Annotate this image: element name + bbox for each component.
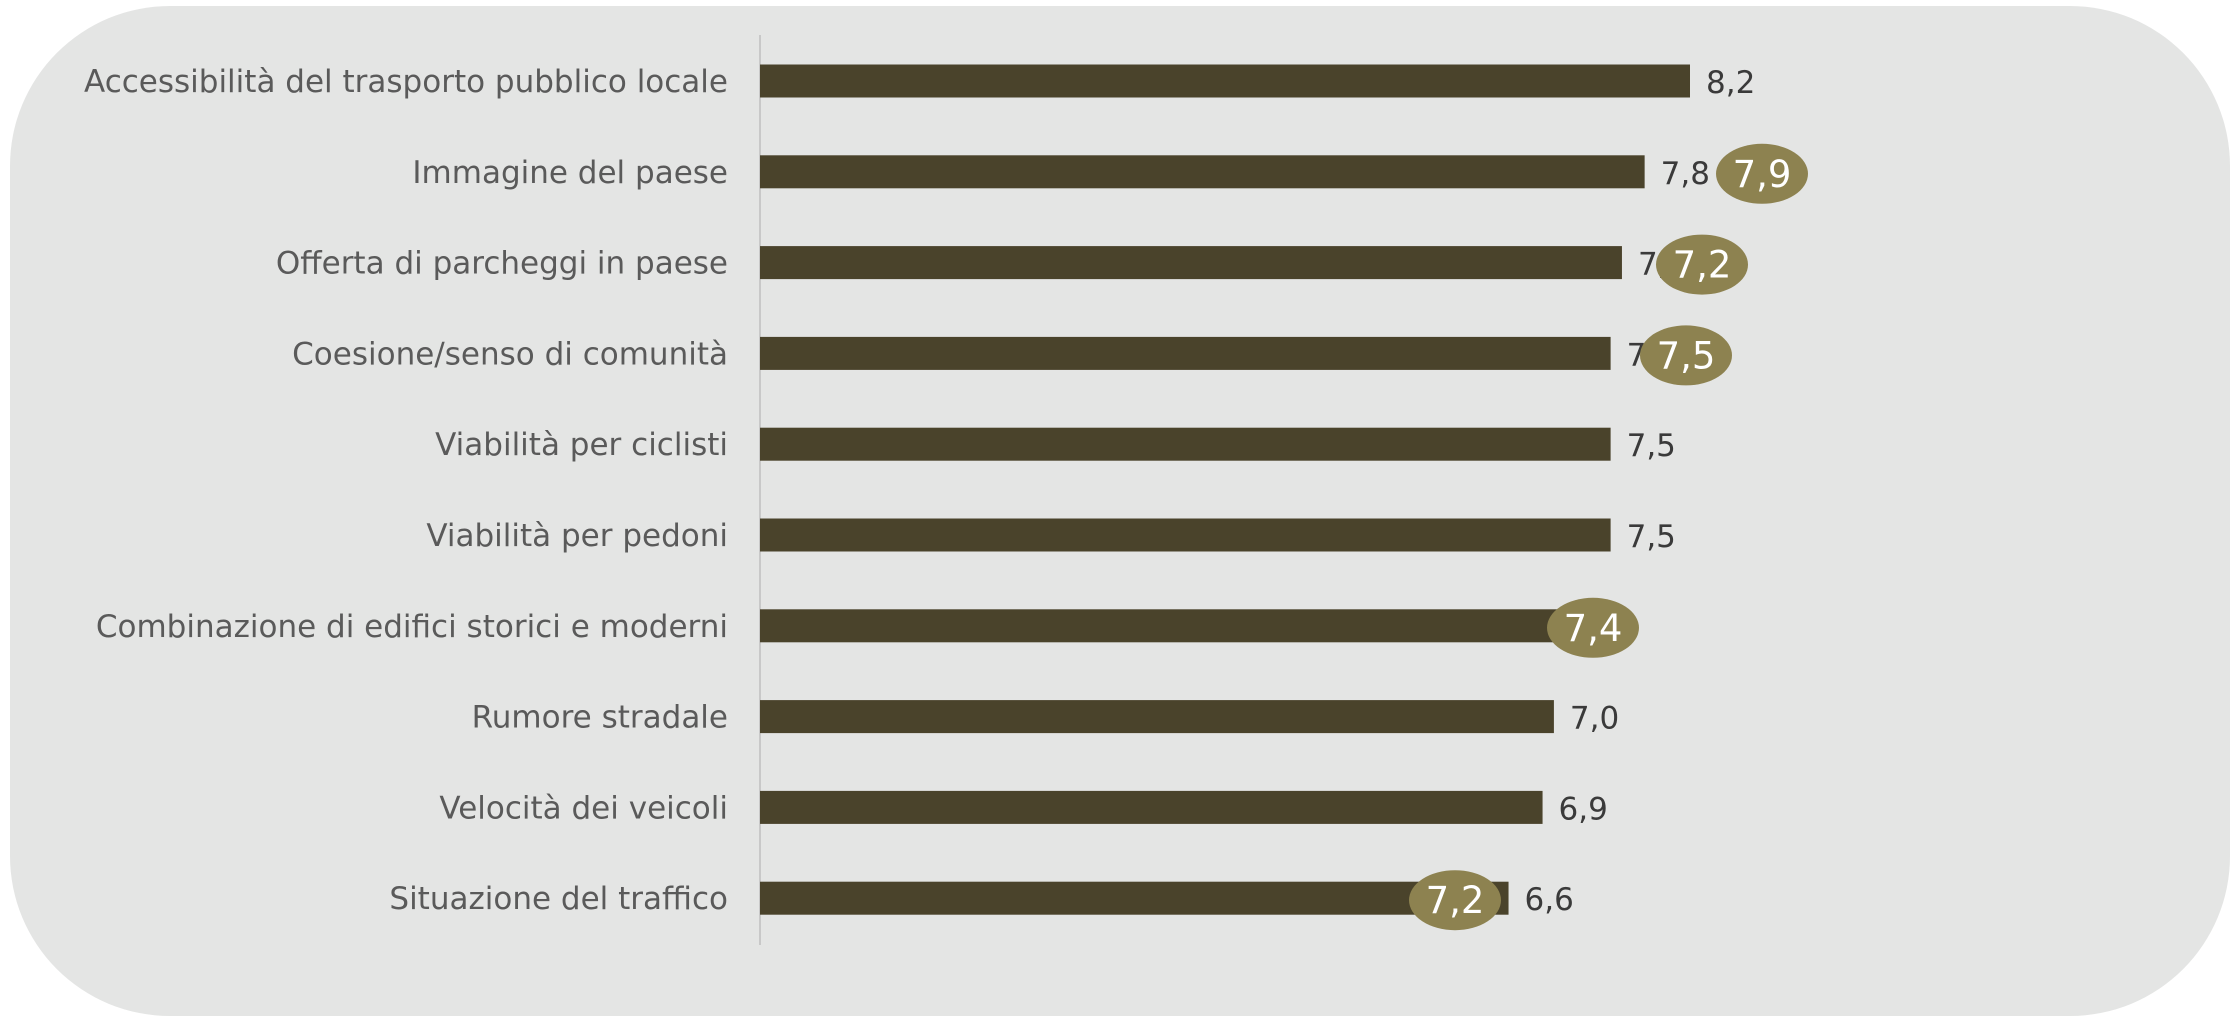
comparison-value-label: 7,2 [1673, 244, 1732, 287]
comparison-value-label: 7,5 [1657, 334, 1716, 377]
bar [760, 609, 1566, 643]
value-label: 6,9 [1559, 791, 1608, 827]
comparison-bubble [1656, 234, 1748, 295]
comparison-bubble [1716, 143, 1808, 204]
bar [760, 518, 1611, 552]
comparison-bubble [1640, 325, 1732, 386]
category-label: Immagine del paese [412, 155, 728, 191]
value-label: 7,0 [1570, 701, 1619, 737]
bar-chart: Accessibilità del trasporto pubblico loc… [84, 35, 1808, 945]
comparison-value-label: 7,2 [1426, 879, 1485, 922]
comparison-value-label: 7,4 [1564, 607, 1623, 650]
category-label: Viabilità per ciclisti [435, 427, 728, 463]
category-label: Situazione del traffico [389, 881, 728, 917]
bar [760, 427, 1611, 461]
value-label: 6,6 [1525, 882, 1574, 918]
value-label: 7,8 [1661, 156, 1710, 192]
value-label: 7,5 [1627, 428, 1676, 464]
bar [760, 700, 1554, 734]
bar [760, 881, 1509, 915]
category-label: Viabilità per pedoni [426, 518, 728, 554]
value-label: 8,2 [1706, 65, 1755, 101]
bar [760, 64, 1690, 98]
comparison-value-label: 7,9 [1733, 153, 1792, 196]
category-label: Coesione/senso di comunità [292, 336, 728, 372]
bar [760, 246, 1622, 280]
category-label: Combinazione di edifici storici e modern… [96, 609, 728, 645]
category-label: Accessibilità del trasporto pubblico loc… [84, 64, 728, 100]
bar [760, 336, 1611, 370]
category-label: Offerta di parcheggi in paese [276, 246, 728, 282]
bar [760, 155, 1645, 189]
comparison-bubble [1547, 597, 1639, 658]
comparison-bubble [1409, 870, 1501, 931]
category-label: Rumore stradale [472, 700, 728, 736]
value-label: 7,5 [1627, 519, 1676, 555]
chart-rows: Accessibilità del trasporto pubblico loc… [84, 64, 1808, 931]
bar [760, 790, 1543, 824]
category-label: Velocità dei veicoli [439, 790, 728, 826]
